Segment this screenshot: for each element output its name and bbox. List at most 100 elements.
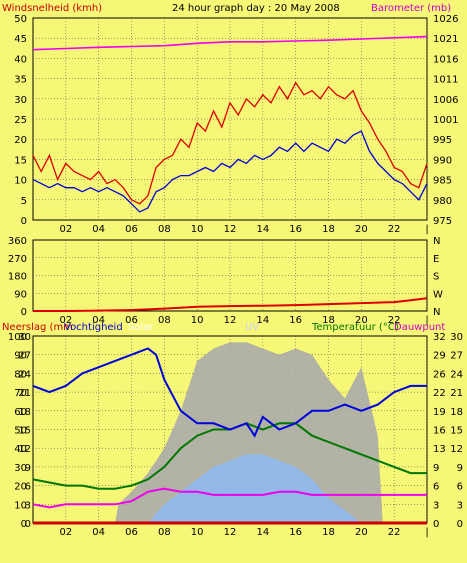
direction-tick-label: 360 <box>8 236 27 247</box>
temperature-tick-label: 6 <box>433 482 439 493</box>
wind-tick-label: 0 <box>21 216 27 227</box>
wind-tick-label: 15 <box>14 155 27 166</box>
rain-tick-label: 60 <box>14 407 27 418</box>
x-tick-label: 04 <box>92 224 105 235</box>
temperature-tick-label: 3 <box>433 500 439 511</box>
humidity-tick-label: 3 <box>25 500 31 511</box>
humidity-tick-label: 24 <box>18 369 31 380</box>
humidity-tick-label: 21 <box>18 388 31 399</box>
x-tick-label: 08 <box>158 224 171 235</box>
dewpoint-tick-label: 3 <box>457 500 463 511</box>
dewpoint-line <box>32 487 427 509</box>
barometer-tick-label: 1006 <box>433 95 458 106</box>
x-tick-label: 14 <box>256 224 269 235</box>
x-tick-label: 14 <box>256 315 269 326</box>
wind-tick-label: 50 <box>14 14 27 25</box>
temperature-tick-label: 0 <box>433 519 439 530</box>
direction-tick-label: 270 <box>8 254 27 265</box>
dewpoint-tick-label: 0 <box>457 519 463 530</box>
uv-label: UV <box>245 322 259 333</box>
x-tick-label: 20 <box>355 527 368 538</box>
x-tick-label: 14 <box>256 527 269 538</box>
dewpoint-tick-label: 18 <box>450 407 463 418</box>
x-tick-label: 06 <box>125 315 138 326</box>
barometer-tick-label: 1011 <box>433 75 458 86</box>
direction-tick-label: 180 <box>8 272 27 283</box>
rain-tick-label: 30 <box>14 463 27 474</box>
dewpoint-tick-label: 6 <box>457 482 463 493</box>
dewpoint-tick-label: 21 <box>450 388 463 399</box>
compass-label: W <box>433 289 443 300</box>
dewpoint-tick-label: 9 <box>457 463 463 474</box>
x-tick-label: 04 <box>92 315 105 326</box>
dewpoint-axis-title: Dauwpunt <box>394 322 445 333</box>
x-tick-label: 12 <box>224 224 237 235</box>
temperature-axis-title: Temperatuur (°C) <box>311 322 399 333</box>
temperature-tick-label: 9 <box>433 463 439 474</box>
rain-axis-title: Neerslag (mm <box>2 322 73 333</box>
x-tick-label: 08 <box>158 315 171 326</box>
humidity-axis-title: Vochtigheid <box>64 322 123 333</box>
x-tick-label: | <box>425 315 428 326</box>
x-tick-label: 10 <box>191 315 204 326</box>
wind-tick-label: 25 <box>14 115 27 126</box>
barometer-tick-label: 1021 <box>433 34 458 45</box>
dewpoint-tick-label: 24 <box>450 369 463 380</box>
x-tick-label: 04 <box>92 527 105 538</box>
barometer-tick-label: 1016 <box>433 54 458 65</box>
temperature-tick-label: 19 <box>433 407 446 418</box>
wind-tick-label: 45 <box>14 34 27 45</box>
x-tick-label: 22 <box>388 224 401 235</box>
temperature-tick-label: 26 <box>433 369 446 380</box>
x-tick-label: | <box>425 527 428 538</box>
barometer-line <box>32 35 428 51</box>
rain-tick-label: 80 <box>14 369 27 380</box>
direction-tick-label: 0 <box>21 307 27 318</box>
x-tick-label: 16 <box>289 315 302 326</box>
wind-tick-label: 5 <box>21 196 27 207</box>
x-tick-label: 18 <box>322 527 335 538</box>
barometer-tick-label: 985 <box>433 176 452 187</box>
x-tick-label: 22 <box>388 315 401 326</box>
rain-tick-label: 90 <box>14 351 27 362</box>
temperature-tick-label: 22 <box>433 388 446 399</box>
rain-tick-label: 100 <box>8 332 27 343</box>
x-tick-label: 02 <box>59 315 72 326</box>
barometer-tick-label: 1026 <box>433 14 458 25</box>
x-tick-label: 12 <box>224 315 237 326</box>
x-tick-label: | <box>425 224 428 235</box>
dewpoint-tick-label: 15 <box>450 426 463 437</box>
rain-tick-label: 50 <box>14 426 27 437</box>
humidity-tick-label: 0 <box>25 519 31 530</box>
temperature-tick-label: 29 <box>433 351 446 362</box>
temperature-tick-label: 13 <box>433 444 446 455</box>
barometer-tick-label: 980 <box>433 196 452 207</box>
x-tick-label: 10 <box>191 527 204 538</box>
x-tick-label: 10 <box>191 224 204 235</box>
direction-tick-label: 90 <box>14 289 27 300</box>
barometer-tick-label: 975 <box>433 216 452 227</box>
wind-gust-line <box>32 81 428 205</box>
rain-tick-label: 20 <box>14 482 27 493</box>
humidity-tick-label: 6 <box>25 482 31 493</box>
axis-layer: 02 04 06 08 10 12 14 16 18 20 22 |05101520253035404… <box>8 14 463 538</box>
rain-tick-label: 0 <box>21 519 27 530</box>
x-tick-label: 16 <box>289 224 302 235</box>
barometer-tick-label: 990 <box>433 155 452 166</box>
humidity-tick-label: 12 <box>18 444 31 455</box>
x-tick-label: 02 <box>59 224 72 235</box>
rain-tick-label: 10 <box>14 500 27 511</box>
humidity-line <box>32 347 427 438</box>
x-tick-label: 20 <box>355 224 368 235</box>
wind-tick-label: 10 <box>14 176 27 187</box>
compass-label: S <box>433 272 439 283</box>
dewpoint-tick-label: 12 <box>450 444 463 455</box>
humidity-tick-label: 15 <box>18 426 31 437</box>
humidity-tick-label: 9 <box>25 463 31 474</box>
wind-axis-title: Windsnelheid (kmh) <box>2 3 102 14</box>
x-tick-label: 08 <box>158 527 171 538</box>
wind-tick-label: 40 <box>14 54 27 65</box>
x-tick-label: 20 <box>355 315 368 326</box>
humidity-tick-label: 18 <box>18 407 31 418</box>
x-tick-label: 06 <box>125 527 138 538</box>
